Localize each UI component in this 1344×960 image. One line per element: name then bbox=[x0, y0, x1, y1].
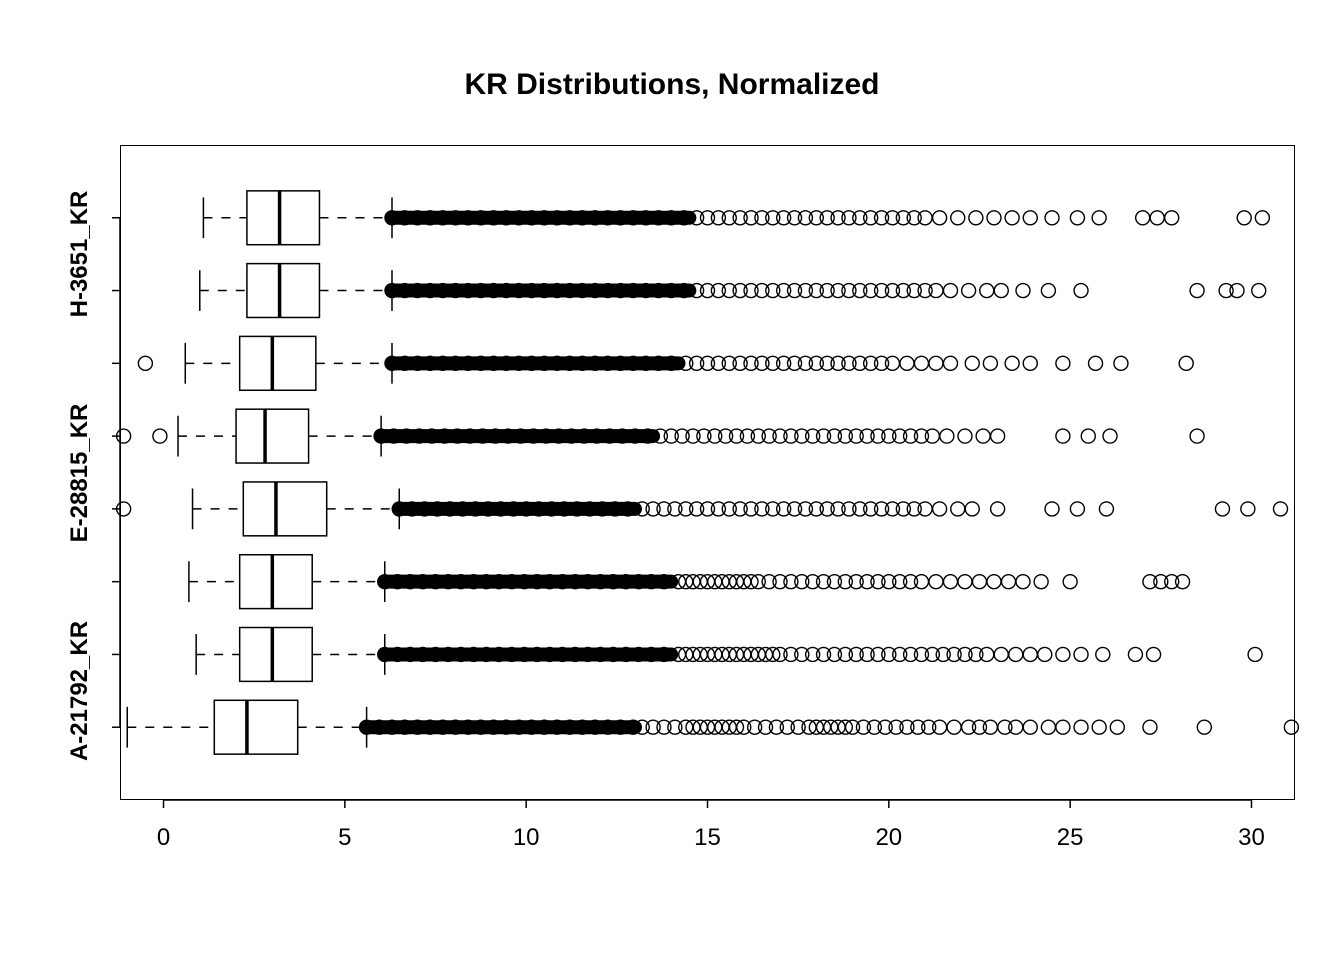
x-tick-label: 20 bbox=[875, 824, 902, 852]
y-tick-label: E-28815_KR bbox=[66, 403, 94, 542]
x-tick-label: 0 bbox=[157, 824, 170, 852]
x-tick-label: 5 bbox=[338, 824, 351, 852]
x-tick-label: 25 bbox=[1057, 824, 1084, 852]
y-tick-label: H-3651_KR bbox=[66, 191, 94, 318]
x-tick-label: 10 bbox=[513, 824, 540, 852]
chart-svg bbox=[0, 0, 1344, 960]
x-tick-label: 15 bbox=[694, 824, 721, 852]
x-tick-label: 30 bbox=[1238, 824, 1265, 852]
chart-container: KR Distributions, Normalized 05101520253… bbox=[0, 0, 1344, 960]
y-tick-label: A-21792_KR bbox=[66, 621, 94, 761]
